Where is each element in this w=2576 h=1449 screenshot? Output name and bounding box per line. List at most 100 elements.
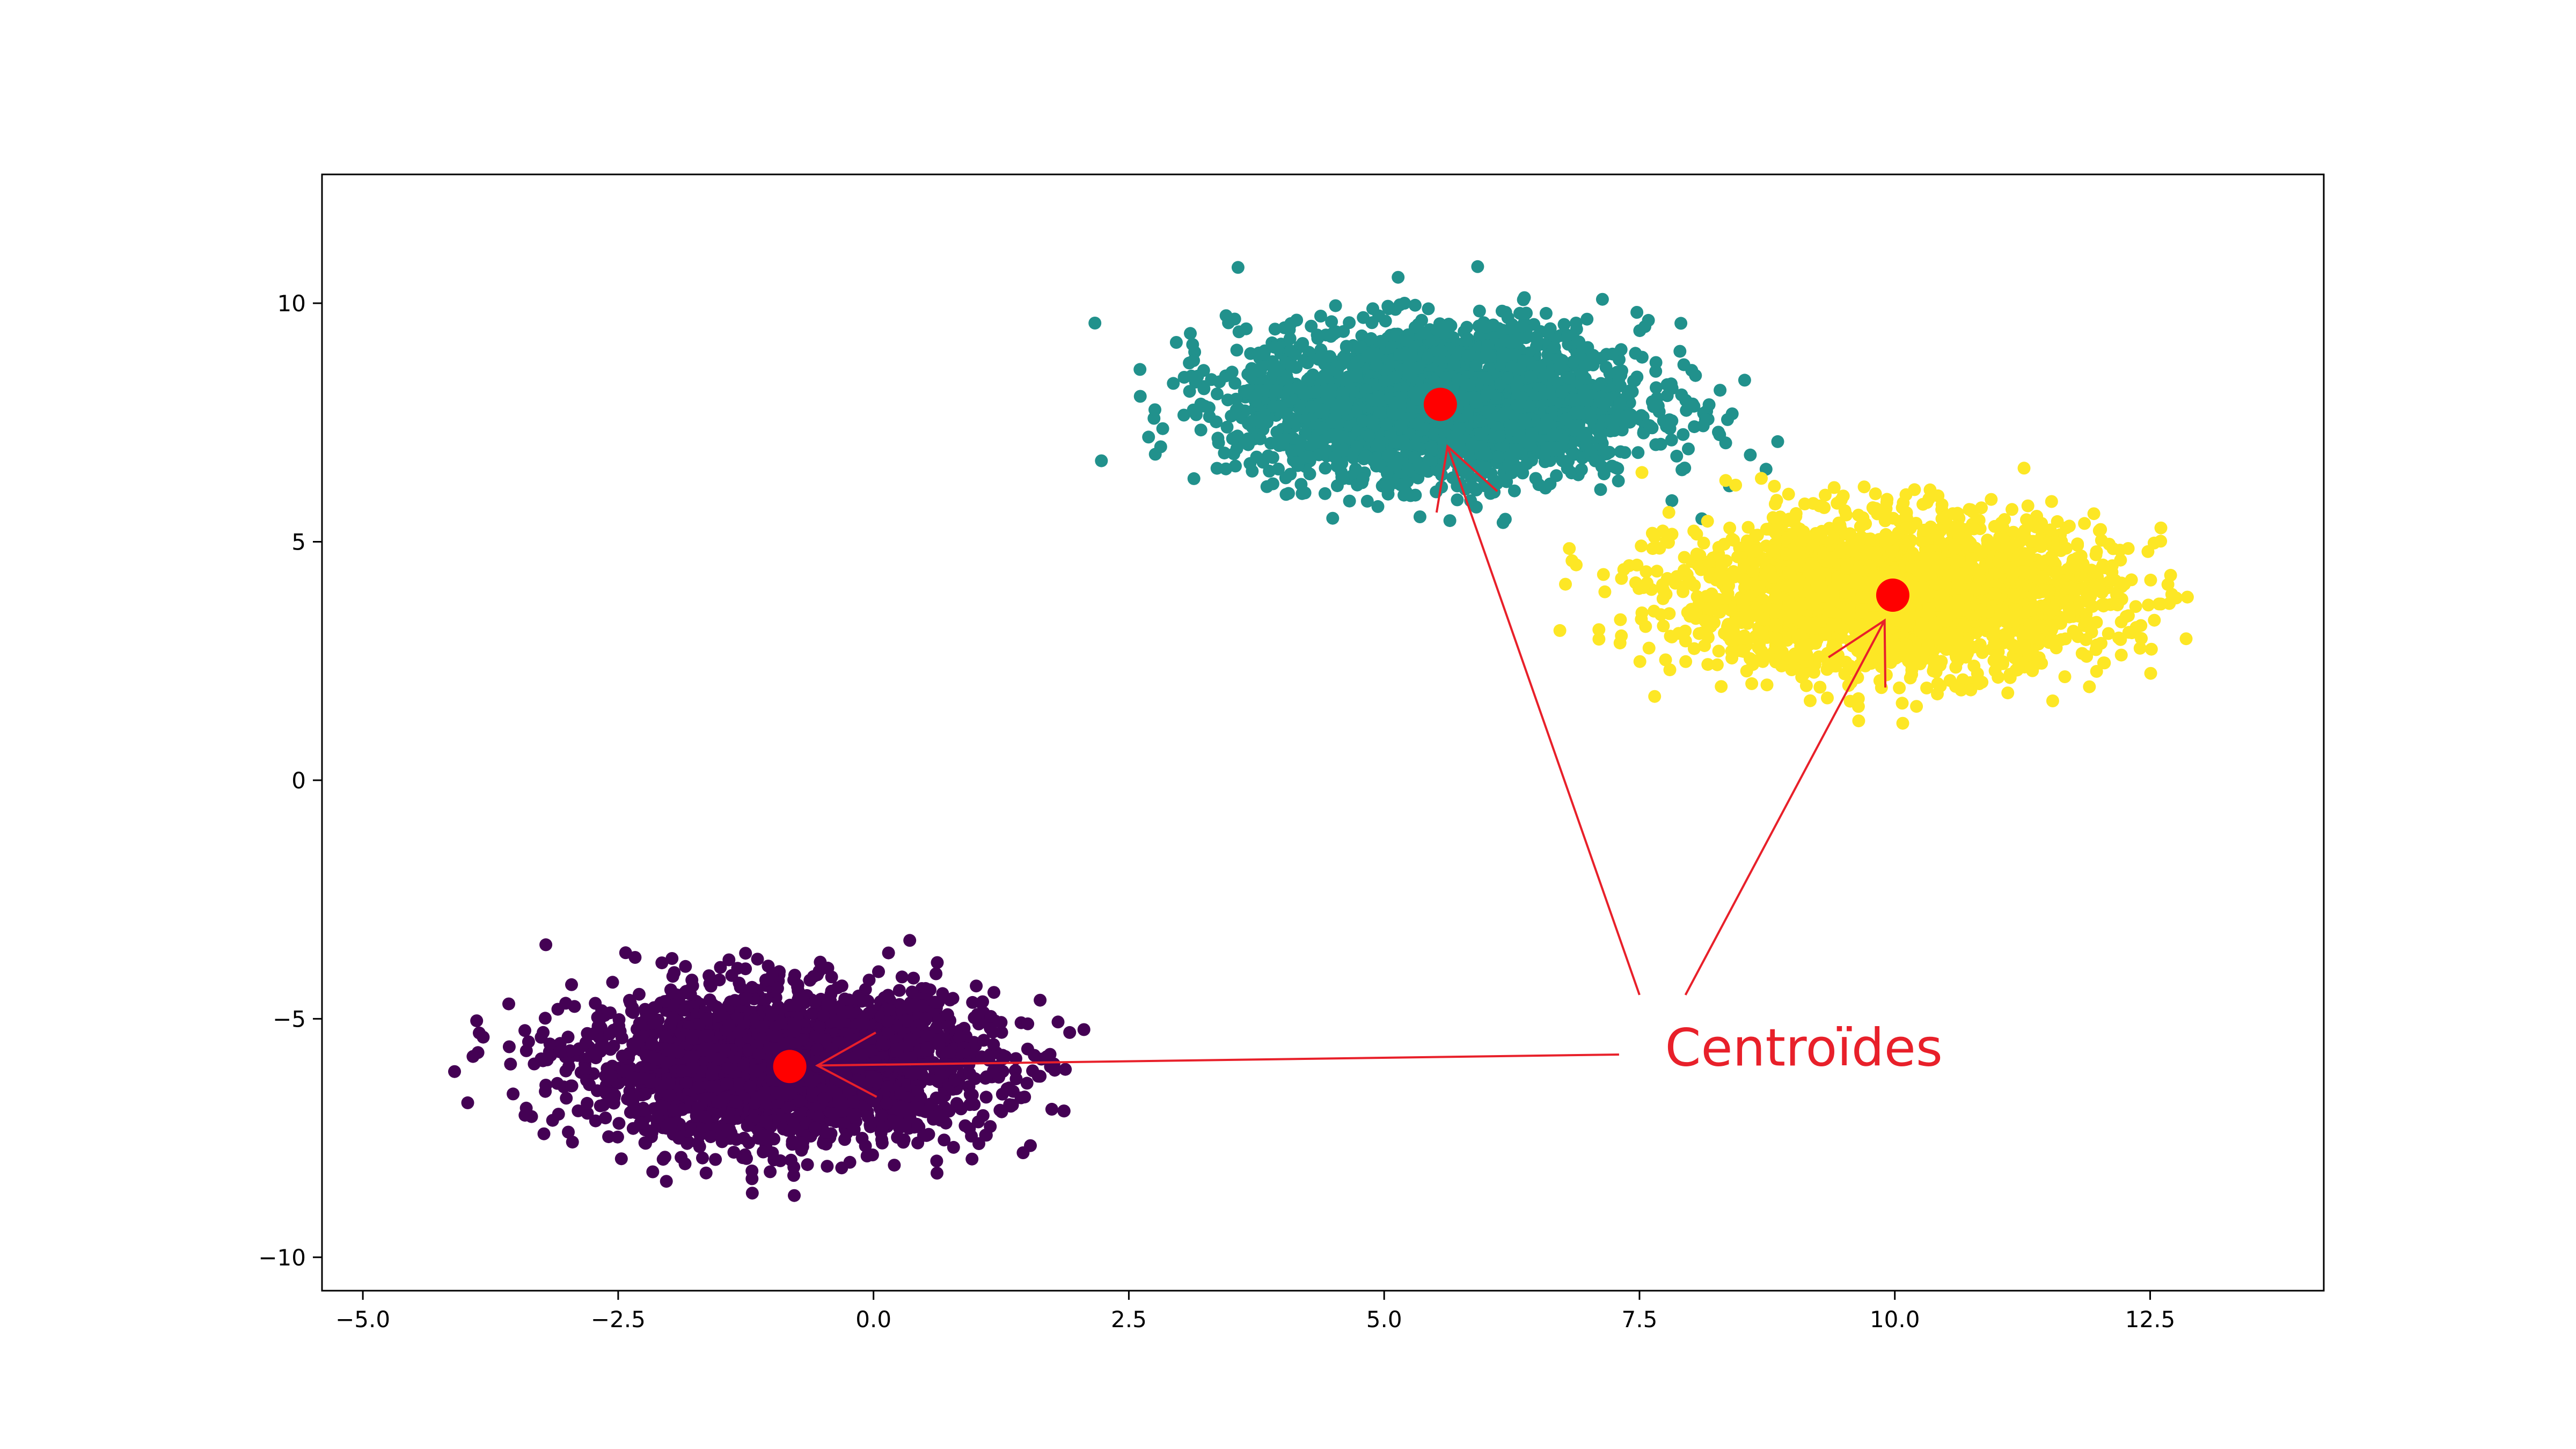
- data-point: [930, 1154, 943, 1168]
- data-point: [1366, 302, 1379, 316]
- data-point: [1517, 354, 1531, 368]
- data-point: [619, 946, 632, 960]
- data-point: [676, 1064, 689, 1078]
- data-point: [1367, 454, 1380, 467]
- data-point: [1269, 384, 1283, 397]
- data-point: [819, 1137, 833, 1151]
- data-point: [943, 1046, 957, 1059]
- data-point: [645, 1075, 658, 1089]
- data-point: [1330, 433, 1343, 446]
- data-point: [1389, 370, 1402, 384]
- data-point: [1305, 319, 1318, 333]
- data-point: [636, 1103, 650, 1117]
- data-point: [1507, 484, 1521, 497]
- data-point: [1555, 385, 1569, 399]
- data-point: [1680, 404, 1693, 417]
- data-point: [606, 976, 619, 989]
- data-point: [1219, 462, 1233, 475]
- data-point: [663, 1089, 676, 1102]
- data-point: [741, 1119, 754, 1132]
- data-point: [838, 1133, 851, 1146]
- data-point: [788, 1024, 801, 1038]
- data-point: [1643, 419, 1656, 432]
- data-point: [987, 1038, 1000, 1051]
- data-point: [722, 1111, 735, 1124]
- data-point: [793, 1094, 806, 1108]
- data-point: [1177, 408, 1190, 422]
- data-point: [1356, 414, 1370, 428]
- data-point: [1394, 478, 1407, 492]
- data-point: [1187, 354, 1201, 367]
- data-point: [882, 946, 895, 960]
- data-point: [551, 1002, 565, 1016]
- data-point: [626, 1122, 640, 1135]
- data-point: [1651, 399, 1665, 413]
- data-point: [825, 1042, 839, 1056]
- data-point: [685, 1032, 699, 1045]
- data-point: [645, 1037, 658, 1050]
- data-point: [581, 1107, 594, 1120]
- data-point: [535, 1052, 548, 1065]
- data-point: [1040, 1050, 1053, 1064]
- data-point: [1612, 474, 1625, 488]
- data-point: [791, 979, 804, 993]
- data-point: [903, 1033, 916, 1046]
- data-point: [1513, 306, 1526, 320]
- data-point: [658, 1151, 671, 1164]
- data-point: [1467, 481, 1481, 495]
- data-point: [502, 1040, 516, 1053]
- data-point: [1425, 440, 1438, 453]
- data-point: [788, 1189, 801, 1202]
- data-point: [835, 1105, 848, 1118]
- data-point: [1095, 454, 1108, 467]
- data-point: [987, 986, 1000, 999]
- data-point: [699, 1012, 713, 1026]
- data-point: [894, 1086, 908, 1100]
- data-point: [461, 1096, 474, 1109]
- data-point: [759, 1115, 773, 1128]
- data-point: [1184, 327, 1197, 340]
- data-point: [692, 1081, 705, 1094]
- data-point: [1481, 339, 1495, 352]
- data-point: [1496, 409, 1509, 422]
- data-point: [1009, 1072, 1023, 1086]
- data-point: [904, 1051, 917, 1065]
- data-point: [994, 1016, 1008, 1029]
- data-point: [1594, 483, 1607, 496]
- data-point: [1413, 510, 1426, 523]
- data-point: [676, 1004, 690, 1016]
- data-point: [1612, 374, 1626, 386]
- data-point: [640, 1049, 653, 1063]
- data-point: [1614, 445, 1627, 458]
- data-point: [1394, 419, 1408, 433]
- data-point: [1411, 361, 1424, 375]
- data-point: [965, 1152, 979, 1166]
- data-point: [905, 985, 919, 999]
- data-point: [658, 1030, 672, 1043]
- data-point: [1254, 384, 1267, 397]
- data-point: [655, 956, 669, 970]
- data-point: [1539, 481, 1552, 495]
- data-point: [1568, 424, 1581, 437]
- data-point: [1631, 446, 1645, 459]
- data-point: [1469, 359, 1483, 372]
- data-point: [717, 1092, 730, 1105]
- data-point: [1381, 299, 1395, 313]
- data-point: [1197, 380, 1210, 393]
- data-point: [702, 969, 716, 983]
- data-point: [1409, 386, 1422, 399]
- data-point: [722, 1019, 736, 1032]
- data-point: [1367, 347, 1380, 360]
- data-point: [787, 1169, 800, 1182]
- data-point: [579, 1052, 592, 1066]
- data-point: [1133, 390, 1147, 403]
- data-point: [660, 1056, 673, 1070]
- data-point: [968, 1098, 981, 1111]
- data-point: [667, 999, 680, 1012]
- data-point: [1020, 1077, 1034, 1090]
- data-point: [518, 1109, 532, 1122]
- data-point: [1581, 394, 1594, 407]
- data-point: [1262, 449, 1275, 463]
- data-point: [701, 1029, 714, 1043]
